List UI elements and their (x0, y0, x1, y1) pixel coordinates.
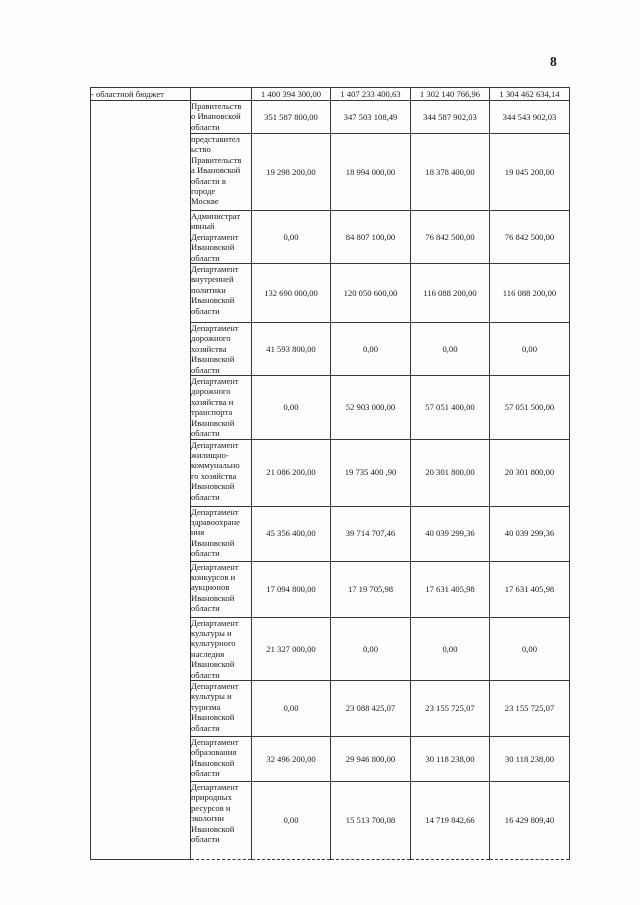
amount-cell: 344 587 902,03 (410, 100, 490, 134)
department-name-cell: Департамент природных ресурсов и экологи… (190, 780, 252, 860)
amount-cell: 40 039 299,36 (410, 505, 490, 562)
amount-cell: 15 513 700,08 (330, 780, 411, 860)
table-row: Департамент дорожного хозяйства и трансп… (91, 375, 570, 440)
department-name-cell: Департамент здравоохране ния Ивановской … (190, 505, 252, 562)
amount-cell: 0,00 (251, 209, 331, 265)
amount-cell: 23 088 425,07 (330, 679, 411, 737)
amount-cell: 17 19 705,98 (330, 560, 411, 618)
amount-cell: 0,00 (251, 375, 331, 440)
table-row: Департамент здравоохране ния Ивановской … (91, 505, 570, 562)
amount-cell: 1 407 233 400,63 (330, 87, 411, 101)
department-name-cell: Департамент культуры и культурного насле… (190, 616, 252, 681)
amount-cell: 0,00 (330, 616, 411, 681)
amount-cell: 1 304 462 634,14 (489, 87, 570, 101)
table-row: Правительств о Ивановской области 351 587… (90, 100, 570, 860)
amount-cell: 16 429 809,40 (489, 780, 570, 860)
department-name-cell: Департамент конкурсов и аукционов Иванов… (190, 560, 252, 618)
table-row: Департамент жилищно- коммунально го хозя… (91, 438, 570, 507)
department-name-cell: Департамент образования Ивановской облас… (190, 735, 252, 782)
table-row: Департамент конкурсов и аукционов Иванов… (91, 560, 570, 618)
budget-table: - областной бюджет 1 400 394 300,00 1 40… (90, 87, 570, 860)
amount-cell: 57 051 400,00 (410, 375, 490, 440)
amount-cell: 45 356 400,00 (251, 505, 331, 562)
amount-cell: 17 631 405,98 (410, 560, 490, 618)
table-row: Департамент природных ресурсов и экологи… (91, 780, 570, 860)
amount-cell: 0,00 (410, 616, 490, 681)
amount-cell: 84 807 100,00 (330, 209, 411, 265)
amount-cell: 23 155 725,07 (489, 679, 570, 737)
amount-cell: 17 094 800,00 (251, 560, 331, 618)
department-name-cell: Департамент культуры и туризма Ивановско… (190, 679, 252, 737)
amount-cell: 21 086 200,00 (251, 438, 331, 507)
amount-cell: 14 719 842,66 (410, 780, 490, 860)
amount-cell: 57 051 500,00 (489, 375, 570, 440)
amount-cell: 347 503 108,49 (330, 100, 411, 134)
amount-cell: 344 543 902,03 (489, 100, 570, 134)
amount-cell: 29 946 800,00 (330, 735, 411, 782)
amount-cell: 39 714 707,46 (330, 505, 411, 562)
amount-cell: 76 842 500,00 (410, 209, 490, 265)
amount-cell: 19 735 400 ,90 (330, 438, 411, 507)
department-name-cell: Департамент дорожного хозяйства и трансп… (190, 375, 252, 440)
amount-cell: 0,00 (251, 780, 331, 860)
amount-cell: 20 301 800,00 (489, 438, 570, 507)
amount-cell: 18 378 400,00 (410, 133, 490, 211)
amount-cell: 20 301 800,00 (410, 438, 490, 507)
merged-empty-cell (90, 100, 191, 860)
table-row: Департамент образования Ивановской облас… (91, 735, 570, 782)
amount-cell: 41 593 800,00 (251, 322, 331, 377)
amount-cell: 17 631 405,98 (489, 560, 570, 618)
table-row: Департамент культуры и культурного насле… (91, 616, 570, 681)
amount-cell: 120 050 600,00 (330, 263, 411, 324)
amount-cell: 132 690 000,00 (251, 263, 331, 324)
row-label-oblast-budget: - областной бюджет (90, 87, 191, 101)
amount-cell: 76 842 500,00 (489, 209, 570, 265)
table-row: Департамент культуры и туризма Ивановско… (91, 679, 570, 737)
table-row: Департамент внутренней политики Ивановск… (91, 263, 570, 324)
department-name-cell: Департамент внутренней политики Ивановск… (190, 263, 252, 324)
empty-cell (190, 87, 252, 101)
amount-cell: 21 327 000,00 (251, 616, 331, 681)
amount-cell: 32 496 200,00 (251, 735, 331, 782)
amount-cell: 52 903 000,00 (330, 375, 411, 440)
table-row: Департамент дорожного хозяйства Ивановск… (91, 322, 570, 377)
department-name-cell: Департамент жилищно- коммунально го хозя… (190, 438, 252, 507)
amount-cell: 0,00 (330, 322, 411, 377)
department-name-cell: Департамент дорожного хозяйства Ивановск… (190, 322, 252, 377)
department-name-cell: Правительств о Ивановской области (190, 100, 252, 134)
department-name-cell: представител ьство Правительств а Иванов… (190, 133, 252, 211)
table-row: представител ьство Правительств а Иванов… (91, 133, 570, 211)
amount-cell: 0,00 (251, 679, 331, 737)
amount-cell: 351 587 800,00 (251, 100, 331, 134)
amount-cell: 19 298 200,00 (251, 133, 331, 211)
page-number: 8 (550, 54, 557, 69)
amount-cell: 18 994 000,00 (330, 133, 411, 211)
amount-cell: 19 045 200,00 (489, 133, 570, 211)
amount-cell: 30 118 238,00 (410, 735, 490, 782)
amount-cell: 40 039 299,36 (489, 505, 570, 562)
amount-cell: 1 302 140 766,96 (410, 87, 490, 101)
amount-cell: 0,00 (410, 322, 490, 377)
amount-cell: 30 118 238,00 (489, 735, 570, 782)
department-name-cell: Администрат ивный Департамент Ивановской… (190, 209, 252, 265)
table-row-oblast-budget: - областной бюджет 1 400 394 300,00 1 40… (90, 87, 570, 101)
amount-cell: 1 400 394 300,00 (251, 87, 331, 101)
amount-cell: 116 088 200,00 (489, 263, 570, 324)
amount-cell: 0,00 (489, 616, 570, 681)
amount-cell: 116 088 200,00 (410, 263, 490, 324)
amount-cell: 0,00 (489, 322, 570, 377)
table-row: Администрат ивный Департамент Ивановской… (91, 209, 570, 265)
amount-cell: 23 155 725,07 (410, 679, 490, 737)
